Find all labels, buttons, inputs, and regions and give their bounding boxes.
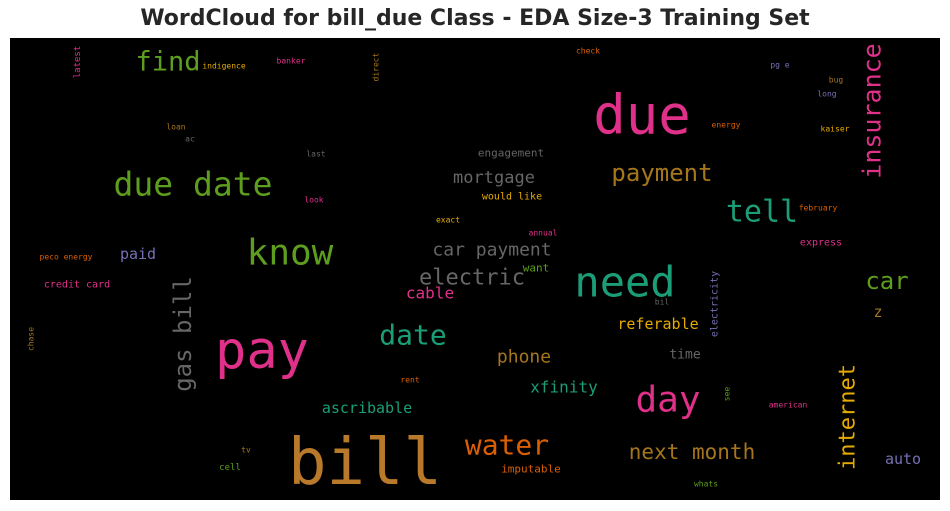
- word-long: long: [817, 90, 836, 99]
- word-payment: payment: [611, 159, 712, 187]
- word-last: last: [306, 150, 325, 159]
- word-pay: pay: [215, 321, 309, 381]
- word-next-month: next month: [629, 440, 755, 464]
- word-engagement: engagement: [478, 147, 544, 160]
- word-february: february: [799, 204, 838, 213]
- word-whats: whats: [694, 480, 718, 489]
- word-want: want: [523, 262, 550, 275]
- word-banker: banker: [277, 57, 306, 66]
- chart-title: WordCloud for bill_due Class - EDA Size-…: [140, 6, 810, 31]
- word-due-date: due date: [114, 165, 273, 204]
- word-bil: bil: [655, 298, 670, 307]
- word-time: time: [669, 348, 700, 363]
- word-pg-e: pg e: [770, 61, 789, 70]
- word-internet: internet: [836, 364, 861, 470]
- word-car: car: [865, 267, 908, 295]
- word-electric: electric: [419, 266, 525, 291]
- word-paid: paid: [120, 245, 156, 263]
- word-chase: chase: [27, 327, 36, 351]
- word-kaiser: kaiser: [821, 125, 850, 134]
- word-referable: referable: [617, 315, 698, 333]
- word-rent: rent: [400, 376, 419, 385]
- word-tell: tell: [726, 195, 798, 230]
- word-ascribable: ascribable: [322, 399, 412, 417]
- word-insurance: insurance: [858, 43, 887, 178]
- wordcloud-canvas: bill pay due need know due date day water date te…: [10, 38, 940, 500]
- word-mortgage: mortgage: [453, 168, 535, 188]
- word-need: need: [574, 258, 675, 307]
- word-auto: auto: [885, 450, 921, 468]
- word-ac: ac: [185, 135, 195, 144]
- word-electricity: electricity: [710, 271, 721, 337]
- word-annual: annual: [529, 229, 558, 238]
- word-credit-card: credit card: [44, 280, 110, 291]
- word-imputable: imputable: [501, 463, 561, 476]
- word-would-like: would like: [482, 192, 542, 203]
- word-find: find: [135, 47, 200, 78]
- word-date: date: [379, 319, 446, 352]
- word-day: day: [635, 380, 700, 421]
- word-see: see: [723, 387, 732, 402]
- word-indigence: indigence: [202, 62, 246, 71]
- word-american: american: [769, 401, 808, 410]
- word-car-payment: car payment: [432, 240, 551, 261]
- word-latest: latest: [73, 46, 83, 79]
- word-exact: exact: [436, 216, 460, 225]
- word-bill: bill: [288, 426, 442, 500]
- word-tv: tv: [241, 446, 251, 455]
- word-phone: phone: [497, 347, 551, 368]
- word-look: look: [304, 196, 323, 205]
- word-bug: bug: [829, 76, 844, 85]
- word-due: due: [593, 84, 691, 147]
- word-express: express: [800, 238, 842, 249]
- word-water: water: [465, 429, 549, 462]
- word-z: z: [873, 303, 882, 321]
- word-cable: cable: [406, 284, 454, 303]
- word-loan: loan: [166, 123, 185, 132]
- wordcloud-svg: bill pay due need know due date day water date te…: [27, 43, 922, 500]
- word-know: know: [247, 233, 334, 274]
- word-peco-energy: peco energy: [40, 253, 93, 262]
- word-energy: energy: [712, 121, 741, 130]
- word-check: check: [576, 47, 600, 56]
- word-direct: direct: [372, 52, 381, 81]
- word-cell: cell: [219, 463, 241, 473]
- word-gas-bill: gas bill: [169, 276, 197, 392]
- word-xfinity: xfinity: [530, 378, 598, 397]
